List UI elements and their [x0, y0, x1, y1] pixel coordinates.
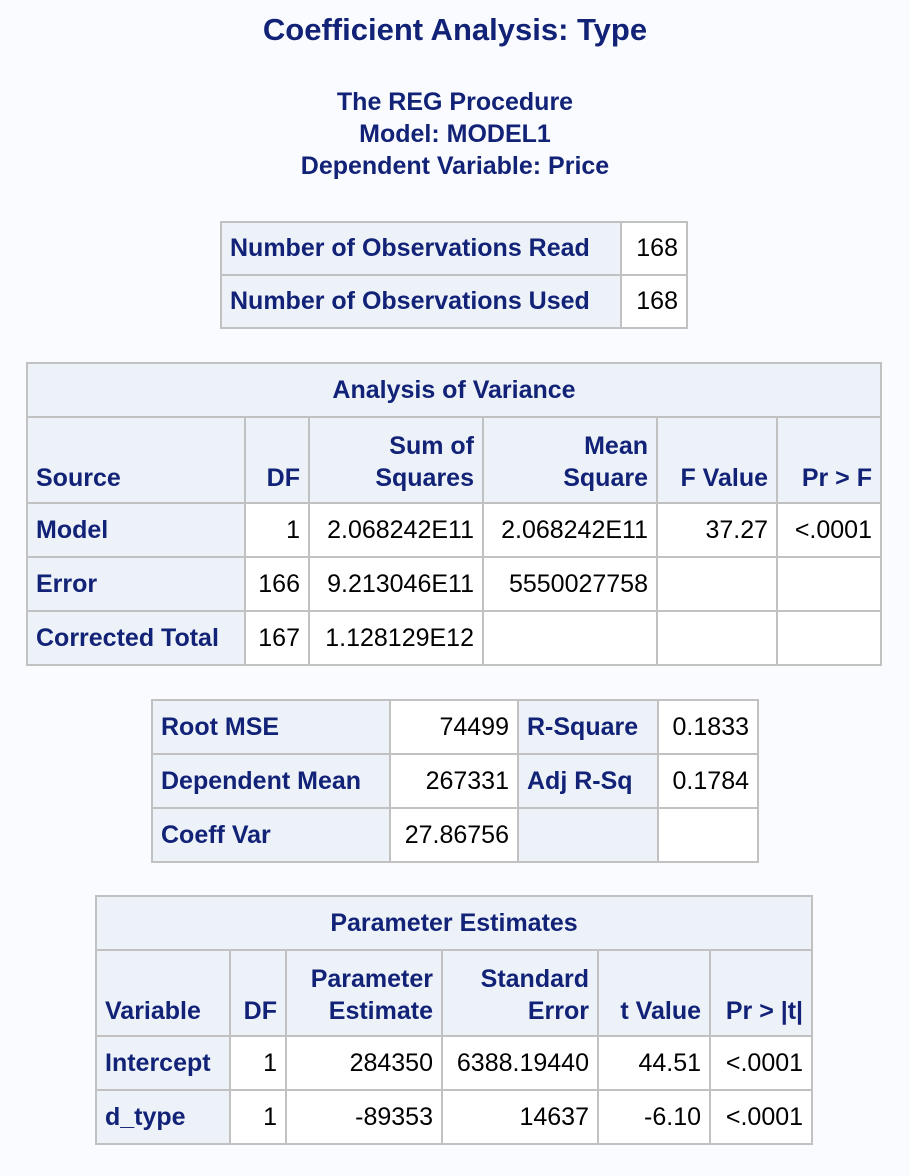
- params-se-cell: 6388.19440: [441, 1035, 599, 1091]
- params-t-cell: 44.51: [597, 1035, 711, 1091]
- params-row-d-type: d_type 1 -89353 14637 -6.10 <.0001: [95, 1089, 814, 1145]
- anova-header-mean-square: Mean Square: [482, 416, 658, 504]
- params-p-cell: <.0001: [708, 1089, 814, 1145]
- anova-source-cell: Model: [26, 502, 246, 558]
- params-variable-cell: d_type: [95, 1089, 231, 1145]
- anova-header-p-value: Pr > F: [776, 416, 882, 504]
- model-subtitle: Model: MODEL1: [359, 120, 551, 148]
- params-header-p-value: Pr > |t|: [708, 949, 814, 1037]
- params-estimate-cell: 284350: [285, 1035, 443, 1091]
- anova-p-cell: [776, 556, 882, 612]
- adj-r-sq-label: Adj R-Sq: [517, 753, 659, 809]
- params-t-cell: -6.10: [597, 1089, 711, 1145]
- params-df-cell: 1: [229, 1035, 287, 1091]
- observations-read-row: Number of Observations Read 168: [220, 221, 688, 276]
- anova-source-cell: Error: [26, 556, 246, 612]
- params-p-cell: <.0001: [708, 1035, 814, 1091]
- anova-header-source: Source: [26, 416, 246, 504]
- anova-header-sum-of-squares: Sum of Squares: [308, 416, 484, 504]
- fit-statistics-table: Root MSE 74499 R-Square 0.1833 Dependent…: [151, 699, 759, 863]
- anova-ms-cell: 5550027758: [482, 556, 658, 612]
- anova-f-cell: [656, 556, 778, 612]
- observations-used-label: Number of Observations Used: [220, 274, 622, 329]
- params-estimate-cell: -89353: [285, 1089, 443, 1145]
- anova-ss-cell: 9.213046E11: [308, 556, 484, 612]
- coeff-var-value: 27.86756: [389, 807, 519, 863]
- anova-row-error: Error 166 9.213046E11 5550027758: [26, 556, 882, 612]
- anova-f-cell: [656, 610, 778, 666]
- anova-header-row: Source DF Sum of Squares Mean Square F Val…: [26, 416, 882, 504]
- parameter-estimates-caption: Parameter Estimates: [94, 895, 814, 951]
- anova-df-cell: 1: [244, 502, 310, 558]
- r-square-label: R-Square: [517, 699, 659, 755]
- params-header-variable: Variable: [95, 949, 231, 1037]
- observations-read-label: Number of Observations Read: [220, 221, 622, 276]
- anova-table: Analysis of Variance Source DF Sum of Squ…: [26, 362, 882, 666]
- anova-header-df: DF: [244, 416, 310, 504]
- params-variable-cell: Intercept: [95, 1035, 231, 1091]
- anova-ss-cell: 1.128129E12: [308, 610, 484, 666]
- anova-df-cell: 167: [244, 610, 310, 666]
- anova-row-corrected-total: Corrected Total 167 1.128129E12: [26, 610, 882, 666]
- anova-df-cell: 166: [244, 556, 310, 612]
- anova-p-cell: <.0001: [776, 502, 882, 558]
- page-title: Coefficient Analysis: Type: [262, 12, 648, 47]
- anova-ms-cell: [482, 610, 658, 666]
- anova-f-cell: 37.27: [656, 502, 778, 558]
- params-header-df: DF: [229, 949, 287, 1037]
- empty-value-cell: [657, 807, 759, 863]
- fit-row-coeff-var: Coeff Var 27.86756: [151, 807, 759, 863]
- anova-caption: Analysis of Variance: [26, 362, 882, 418]
- params-header-row: Variable DF Parameter Estimate Standard Er…: [95, 949, 814, 1037]
- fit-row-dependent-mean: Dependent Mean 267331 Adj R-Sq 0.1784: [151, 753, 759, 809]
- procedure-subtitle: The REG Procedure: [336, 88, 574, 116]
- anova-source-cell: Corrected Total: [26, 610, 246, 666]
- observations-used-row: Number of Observations Used 168: [220, 274, 688, 329]
- params-header-t-value: t Value: [597, 949, 711, 1037]
- coeff-var-label: Coeff Var: [151, 807, 391, 863]
- anova-p-cell: [776, 610, 882, 666]
- r-square-value: 0.1833: [657, 699, 759, 755]
- params-row-intercept: Intercept 1 284350 6388.19440 44.51 <.00…: [95, 1035, 814, 1091]
- observations-used-value: 168: [620, 274, 688, 329]
- observations-read-value: 168: [620, 221, 688, 276]
- params-df-cell: 1: [229, 1089, 287, 1145]
- anova-header-f-value: F Value: [656, 416, 778, 504]
- params-header-estimate: Parameter Estimate: [285, 949, 443, 1037]
- parameter-estimates-table: Parameter Estimates Variable DF Paramete…: [94, 895, 814, 1145]
- anova-ss-cell: 2.068242E11: [308, 502, 484, 558]
- params-se-cell: 14637: [441, 1089, 599, 1145]
- root-mse-value: 74499: [389, 699, 519, 755]
- dependent-variable-subtitle: Dependent Variable: Price: [300, 152, 610, 180]
- empty-label-cell: [517, 807, 659, 863]
- dependent-mean-label: Dependent Mean: [151, 753, 391, 809]
- observations-table: Number of Observations Read 168 Number o…: [220, 221, 688, 329]
- root-mse-label: Root MSE: [151, 699, 391, 755]
- anova-row-model: Model 1 2.068242E11 2.068242E11 37.27 <.…: [26, 502, 882, 558]
- fit-row-root-mse: Root MSE 74499 R-Square 0.1833: [151, 699, 759, 755]
- params-header-standard-error: Standard Error: [441, 949, 599, 1037]
- dependent-mean-value: 267331: [389, 753, 519, 809]
- anova-ms-cell: 2.068242E11: [482, 502, 658, 558]
- adj-r-sq-value: 0.1784: [657, 753, 759, 809]
